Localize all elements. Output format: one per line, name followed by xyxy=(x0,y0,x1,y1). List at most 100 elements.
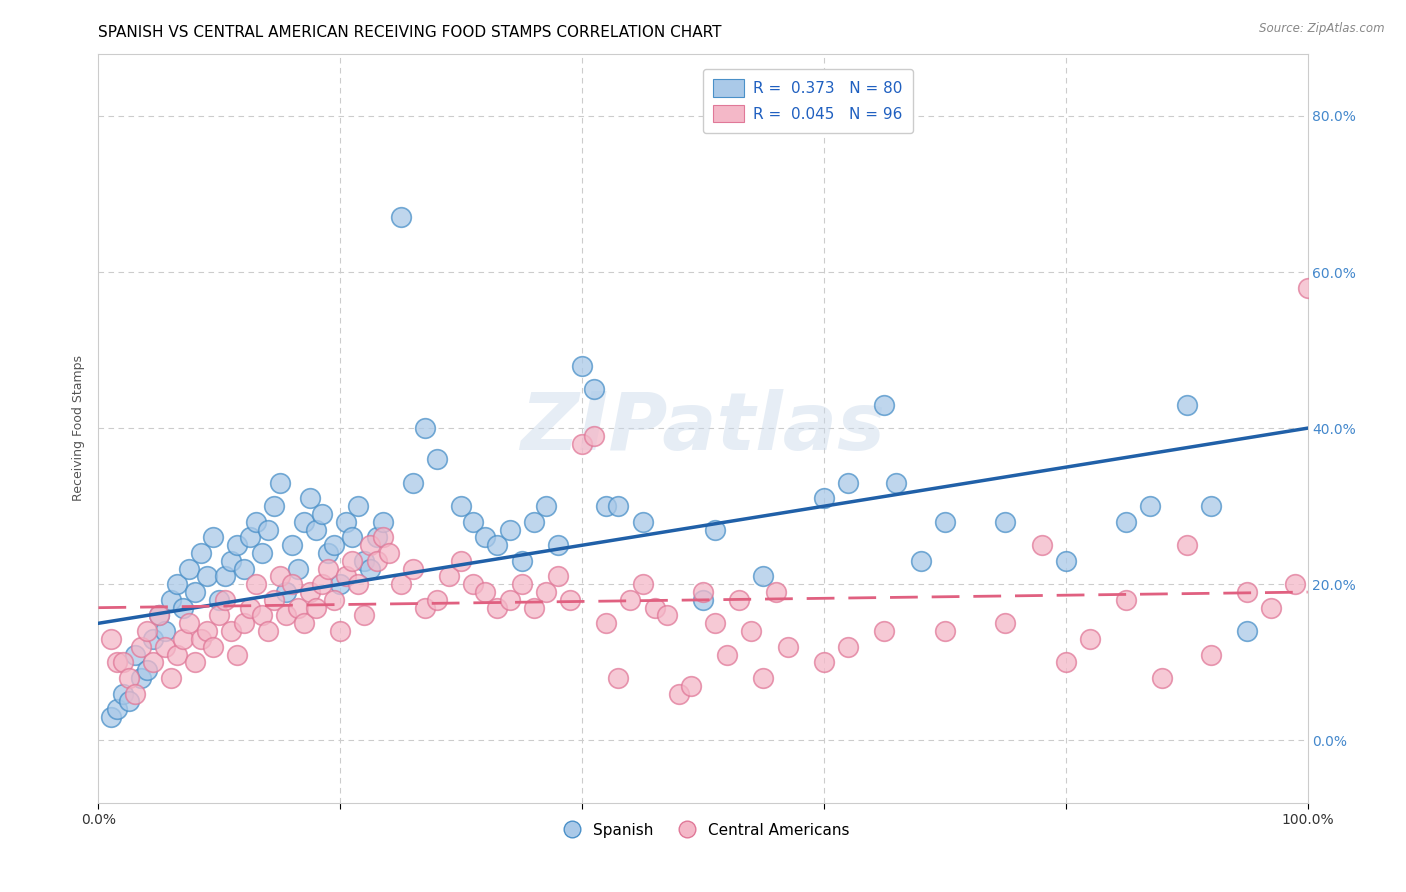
Point xyxy=(353,554,375,568)
Point xyxy=(184,585,207,599)
Point xyxy=(263,500,285,514)
Point xyxy=(1152,671,1174,685)
Point xyxy=(377,546,399,560)
Point xyxy=(1115,515,1137,529)
Point xyxy=(463,515,485,529)
Point xyxy=(232,616,254,631)
Point xyxy=(644,600,666,615)
Point xyxy=(287,600,309,615)
Point xyxy=(311,507,333,521)
Point xyxy=(631,577,654,591)
Point xyxy=(510,554,533,568)
Point xyxy=(172,600,194,615)
Point xyxy=(1199,648,1222,662)
Point xyxy=(202,640,225,654)
Point xyxy=(129,671,152,685)
Y-axis label: Receiving Food Stamps: Receiving Food Stamps xyxy=(72,355,86,501)
Point xyxy=(1175,538,1198,552)
Point xyxy=(214,592,236,607)
Point xyxy=(239,600,262,615)
Point xyxy=(389,211,412,225)
Point xyxy=(534,500,557,514)
Point xyxy=(232,562,254,576)
Point xyxy=(347,577,370,591)
Point xyxy=(100,632,122,646)
Point xyxy=(547,538,569,552)
Point xyxy=(740,624,762,639)
Point xyxy=(547,569,569,583)
Point xyxy=(813,491,835,506)
Point xyxy=(269,475,291,490)
Point xyxy=(153,640,176,654)
Point xyxy=(716,648,738,662)
Point xyxy=(474,585,496,599)
Point xyxy=(668,687,690,701)
Point xyxy=(208,592,231,607)
Point xyxy=(202,530,225,544)
Point xyxy=(287,562,309,576)
Point xyxy=(571,359,593,373)
Point xyxy=(129,640,152,654)
Point xyxy=(239,530,262,544)
Point xyxy=(299,491,322,506)
Point xyxy=(498,523,520,537)
Point xyxy=(873,398,896,412)
Point xyxy=(402,562,425,576)
Point xyxy=(607,500,630,514)
Point xyxy=(371,530,394,544)
Point xyxy=(329,577,352,591)
Point xyxy=(752,671,775,685)
Point xyxy=(342,530,364,544)
Point xyxy=(1078,632,1101,646)
Point xyxy=(1296,281,1319,295)
Point xyxy=(250,546,273,560)
Point xyxy=(1199,500,1222,514)
Point xyxy=(292,616,315,631)
Point xyxy=(118,694,141,708)
Point xyxy=(523,515,546,529)
Point xyxy=(934,624,956,639)
Point xyxy=(105,702,128,716)
Point xyxy=(256,624,278,639)
Point xyxy=(426,452,449,467)
Point xyxy=(873,624,896,639)
Text: Source: ZipAtlas.com: Source: ZipAtlas.com xyxy=(1260,22,1385,36)
Point xyxy=(195,624,218,639)
Point xyxy=(510,577,533,591)
Point xyxy=(910,554,932,568)
Point xyxy=(179,616,201,631)
Point xyxy=(250,608,273,623)
Point xyxy=(389,577,412,591)
Point xyxy=(208,608,231,623)
Point xyxy=(1054,554,1077,568)
Point xyxy=(486,600,509,615)
Point xyxy=(413,600,436,615)
Point xyxy=(1139,500,1161,514)
Point xyxy=(316,562,339,576)
Point xyxy=(1175,398,1198,412)
Point xyxy=(994,616,1017,631)
Legend: Spanish, Central Americans: Spanish, Central Americans xyxy=(550,817,856,844)
Point xyxy=(269,569,291,583)
Point xyxy=(353,608,375,623)
Point xyxy=(166,577,188,591)
Point xyxy=(619,592,641,607)
Point xyxy=(366,530,388,544)
Text: ZIPatlas: ZIPatlas xyxy=(520,389,886,467)
Point xyxy=(153,624,176,639)
Point xyxy=(1236,585,1258,599)
Point xyxy=(100,710,122,724)
Point xyxy=(281,577,304,591)
Point xyxy=(704,523,727,537)
Point xyxy=(342,554,364,568)
Point xyxy=(135,624,157,639)
Point xyxy=(299,585,322,599)
Point xyxy=(111,687,134,701)
Point xyxy=(179,562,201,576)
Point xyxy=(534,585,557,599)
Point xyxy=(323,592,346,607)
Point xyxy=(450,500,472,514)
Point xyxy=(148,608,170,623)
Point xyxy=(679,679,702,693)
Point xyxy=(160,671,183,685)
